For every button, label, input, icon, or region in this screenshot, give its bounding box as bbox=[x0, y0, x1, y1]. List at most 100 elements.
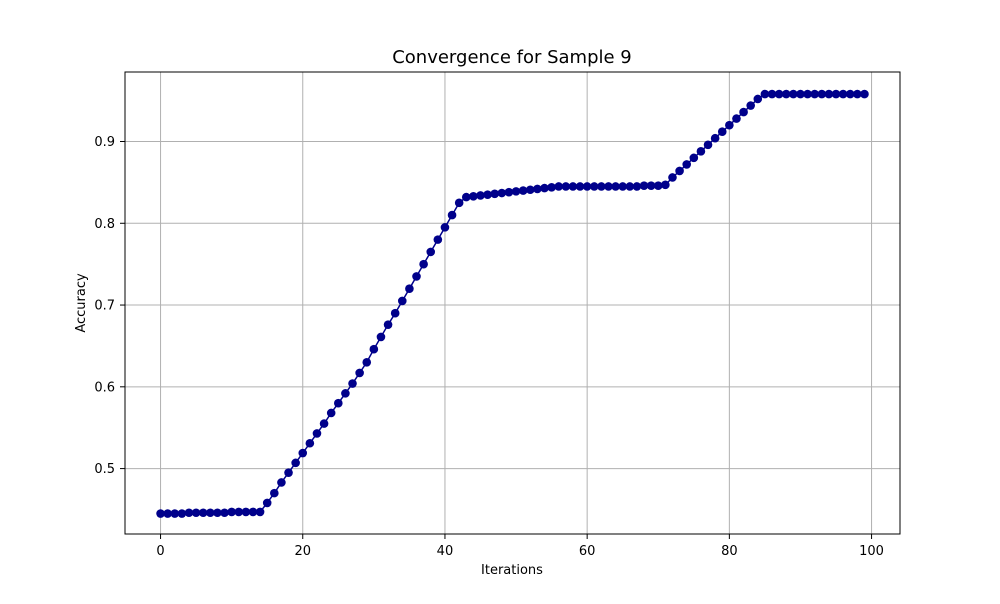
data-point bbox=[682, 160, 691, 169]
data-point bbox=[191, 508, 201, 518]
y-tick-label: 0.7 bbox=[94, 299, 115, 314]
data-point bbox=[860, 89, 869, 99]
data-point bbox=[817, 89, 827, 99]
data-point bbox=[703, 140, 713, 150]
data-point bbox=[419, 259, 428, 269]
data-point bbox=[348, 379, 357, 388]
data-point bbox=[781, 89, 791, 99]
data-point bbox=[561, 182, 571, 191]
data-point bbox=[476, 191, 485, 200]
data-point bbox=[504, 187, 514, 197]
data-point bbox=[803, 89, 812, 99]
data-point bbox=[405, 284, 414, 293]
data-point bbox=[376, 332, 386, 342]
data-point bbox=[604, 182, 613, 191]
data-point bbox=[853, 89, 862, 99]
data-point bbox=[426, 247, 436, 257]
data-point bbox=[689, 153, 699, 163]
data-point bbox=[433, 235, 443, 244]
data-point bbox=[518, 186, 528, 195]
data-point bbox=[284, 468, 293, 477]
data-point bbox=[206, 508, 215, 518]
data-point bbox=[454, 198, 464, 208]
data-point bbox=[312, 429, 322, 438]
data-point bbox=[440, 223, 450, 232]
data-point bbox=[383, 320, 393, 329]
data-point bbox=[568, 182, 578, 191]
data-point bbox=[156, 509, 165, 518]
x-tick-label: 0 bbox=[156, 544, 164, 559]
data-point bbox=[533, 184, 542, 194]
tick-layer: 0 20 40 60 80 100 0.5 0.6 0.7 0.8 0.9 bbox=[94, 135, 884, 559]
data-point bbox=[547, 183, 556, 192]
data-point bbox=[298, 448, 308, 458]
data-point bbox=[554, 182, 564, 191]
series-layer bbox=[156, 89, 869, 518]
y-tick-label: 0.9 bbox=[94, 135, 115, 150]
data-point bbox=[177, 509, 187, 518]
data-point bbox=[497, 188, 507, 198]
data-point bbox=[625, 182, 635, 191]
data-point bbox=[838, 89, 848, 99]
x-axis-label: Iterations bbox=[481, 563, 543, 578]
data-point bbox=[831, 89, 841, 99]
data-point bbox=[767, 89, 777, 99]
data-point bbox=[589, 182, 599, 191]
data-point bbox=[525, 185, 535, 195]
data-point bbox=[597, 182, 606, 191]
data-point bbox=[390, 308, 400, 318]
data-point bbox=[511, 187, 521, 196]
y-tick-label: 0.6 bbox=[94, 380, 115, 395]
data-point bbox=[255, 507, 265, 517]
data-point bbox=[739, 107, 748, 117]
data-point bbox=[248, 507, 258, 517]
chart-title: Convergence for Sample 9 bbox=[392, 47, 632, 68]
data-point bbox=[170, 509, 180, 518]
data-point bbox=[710, 133, 720, 143]
data-point bbox=[490, 189, 500, 199]
x-tick-label: 20 bbox=[294, 544, 311, 559]
data-point bbox=[661, 180, 670, 190]
data-point bbox=[305, 438, 315, 448]
x-tick-label: 80 bbox=[721, 544, 738, 559]
data-point bbox=[341, 389, 350, 398]
data-point bbox=[632, 182, 642, 191]
data-point bbox=[355, 368, 364, 378]
data-point bbox=[668, 173, 677, 182]
data-point bbox=[746, 101, 755, 110]
data-point bbox=[732, 114, 741, 123]
y-tick-label: 0.5 bbox=[94, 462, 115, 477]
data-point bbox=[469, 191, 478, 201]
data-point bbox=[262, 498, 272, 508]
data-point bbox=[163, 509, 172, 518]
data-point bbox=[789, 89, 798, 99]
data-point bbox=[639, 181, 649, 190]
data-point bbox=[774, 89, 784, 99]
data-point bbox=[717, 127, 727, 136]
data-point bbox=[397, 296, 407, 306]
data-point bbox=[760, 89, 770, 99]
x-tick-label: 40 bbox=[437, 544, 454, 559]
data-point bbox=[753, 94, 763, 104]
data-point bbox=[362, 357, 372, 367]
data-point bbox=[227, 507, 236, 517]
y-axis-label: Accuracy bbox=[74, 273, 89, 333]
data-point bbox=[334, 398, 343, 408]
data-point bbox=[326, 408, 336, 418]
data-point bbox=[582, 182, 592, 191]
data-point bbox=[213, 508, 222, 518]
data-point bbox=[220, 508, 229, 518]
data-point bbox=[319, 419, 329, 428]
data-point bbox=[675, 166, 684, 176]
x-tick-label: 100 bbox=[859, 544, 884, 559]
data-point bbox=[618, 182, 628, 191]
data-point bbox=[824, 89, 834, 99]
data-point bbox=[234, 507, 244, 517]
grid-lines bbox=[125, 72, 900, 534]
data-point bbox=[653, 181, 663, 190]
data-point bbox=[796, 89, 805, 99]
data-point bbox=[611, 182, 620, 191]
data-point bbox=[270, 488, 279, 498]
